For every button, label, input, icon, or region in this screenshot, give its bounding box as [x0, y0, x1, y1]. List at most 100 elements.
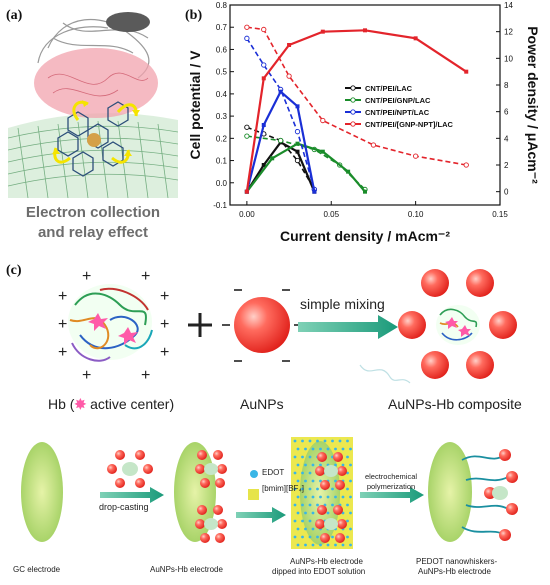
- edot-dot: [349, 495, 352, 499]
- edot-dot: [341, 543, 345, 547]
- active-center-icon: ✸: [74, 396, 87, 412]
- edot-dot: [293, 487, 297, 491]
- composite-small-icon: [107, 450, 153, 488]
- edot-dot: [301, 519, 304, 523]
- svg-text:+: +: [58, 316, 67, 333]
- drop-casting-arrow: [100, 487, 164, 503]
- y-right-tick-label: 2: [504, 161, 509, 170]
- edot-dot: [293, 439, 297, 443]
- svg-text:+: +: [82, 268, 91, 285]
- series-1-power-point: [320, 149, 325, 154]
- svg-text:+: +: [160, 344, 169, 361]
- y-right-tick-label: 8: [504, 81, 509, 90]
- y-left-tick-label: 0.1: [216, 157, 228, 166]
- series-3-potential-point: [370, 142, 377, 148]
- aunps-label: AuNPs: [240, 396, 284, 412]
- edot-dot: [331, 439, 334, 443]
- edot-dot: [296, 527, 300, 531]
- edot-dot: [349, 527, 352, 531]
- series-3-potential-point: [320, 117, 326, 124]
- edot-dot: [304, 543, 307, 547]
- series-0-potential-point: [244, 124, 250, 130]
- step-label-pedot-2: AuNPs-Hb electrode: [418, 567, 491, 576]
- edot-dot: [341, 495, 345, 499]
- legend-label: CNT/PEI/GNP/LAC: [365, 96, 431, 105]
- legend-marker: [350, 121, 356, 127]
- edot-dot: [293, 519, 297, 523]
- legend-marker: [350, 85, 356, 91]
- edot-legend-label: EDOT: [262, 468, 285, 477]
- edot-dot: [301, 535, 304, 539]
- series-3-potential-point: [244, 24, 250, 30]
- edot-dot: [334, 463, 337, 467]
- series-2-power-point: [312, 189, 317, 194]
- svg-text:+: +: [160, 288, 169, 305]
- series-2-potential-point: [294, 129, 301, 135]
- legend-marker: [350, 97, 356, 103]
- series-3-power-point: [287, 43, 292, 47]
- electrochem-label: electrochemical polymerization: [363, 472, 419, 492]
- edot-dot: [349, 543, 352, 547]
- panel-c-schematic: + + + + + + + + + +: [21, 268, 518, 549]
- plot-frame: [229, 4, 501, 206]
- svg-text:+: +: [160, 316, 169, 333]
- edot-dot: [341, 463, 345, 467]
- y-axis-left-label: Cell potential / V: [187, 50, 203, 160]
- edot-dot: [308, 455, 312, 459]
- step-label-gc: GC electrode: [13, 565, 61, 574]
- edot-dot: [319, 479, 322, 483]
- edot-dot: [311, 463, 315, 467]
- edot-dot: [301, 471, 304, 475]
- edot-dot: [293, 503, 297, 507]
- edot-dot: [304, 463, 307, 467]
- composite-label: AuNPs-Hb composite: [388, 396, 522, 412]
- edot-dot: [308, 487, 312, 491]
- y-left-tick-label: 0.2: [216, 134, 228, 143]
- step-label-dipped-2: dipped into EDOT solution: [272, 567, 366, 576]
- series-3-power-point: [464, 69, 469, 74]
- bmim-legend-label: [bmim][BF₄]: [262, 484, 304, 493]
- series-1-power-point: [295, 141, 300, 146]
- series-1-power-point: [270, 156, 275, 161]
- edot-dot: [301, 455, 304, 459]
- panel-b-label: (b): [185, 8, 203, 23]
- edot-dot: [349, 479, 352, 483]
- edot-dot: [346, 535, 349, 539]
- edot-dot: [326, 495, 330, 499]
- aunps-hb-composite-icon: [398, 269, 517, 379]
- legend-label: CNT/PEI/LAC: [365, 84, 413, 93]
- series-3-potential-point: [261, 26, 267, 33]
- edot-dot: [349, 447, 352, 451]
- positive-charges: + + + + + + + + + +: [58, 268, 169, 384]
- edot-dot: [341, 447, 345, 451]
- edot-dot: [311, 447, 315, 451]
- x-tick-label: 0.10: [408, 210, 424, 219]
- edot-dot: [326, 511, 330, 515]
- x-tick-label: 0.00: [239, 210, 255, 219]
- svg-text:+: +: [141, 268, 150, 285]
- edot-dot: [308, 519, 312, 523]
- edot-dot: [311, 527, 315, 531]
- edot-dot: [311, 511, 315, 515]
- edot-dot: [319, 463, 322, 467]
- edot-dot: [316, 487, 319, 491]
- hb-label-end: active center): [86, 396, 175, 412]
- edot-dot: [326, 543, 330, 547]
- edot-dot: [349, 511, 352, 515]
- edot-dot: [326, 447, 330, 451]
- edot-dot: [293, 535, 297, 539]
- hb-label: Hb (✸ active center): [48, 396, 174, 413]
- electron-relay-illustration: [8, 12, 178, 198]
- edot-dot: [311, 495, 315, 499]
- drop-casting-label: drop-casting: [99, 502, 149, 512]
- edot-dot: [296, 479, 300, 483]
- series-3-power-point: [261, 76, 266, 81]
- edot-dot: [331, 503, 334, 507]
- edot-dot: [331, 487, 334, 491]
- edot-dot: [319, 543, 322, 547]
- edot-dot: [301, 487, 304, 491]
- edot-dot: [346, 503, 349, 507]
- series-1-power-point: [363, 189, 367, 194]
- svg-text:+: +: [141, 367, 150, 384]
- step-label-pedot-1: PEDOT nanowhiskers-: [416, 557, 498, 566]
